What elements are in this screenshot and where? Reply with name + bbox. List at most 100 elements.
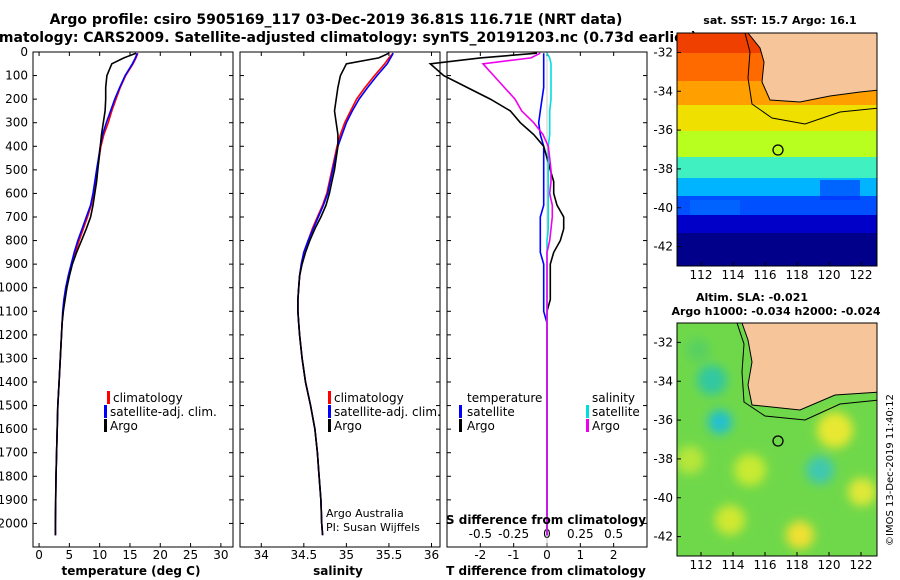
legend-swatch-s-satellite — [586, 405, 589, 418]
legend-label-t-argo: Argo — [467, 419, 495, 433]
map-lat-tick-label: -40 — [653, 201, 673, 215]
x-tick-label: 30 — [213, 548, 228, 562]
figure-title-line2: Climatology: CARS2009. Satellite-adjuste… — [0, 30, 697, 46]
temperature-panel-frame — [32, 51, 234, 548]
x-tick-label: 25 — [183, 548, 198, 562]
sst-patch — [820, 180, 860, 200]
depth-tick-label: 1100 — [0, 304, 28, 318]
x-tick-label: -1 — [508, 548, 520, 562]
series-line-argo — [297, 52, 390, 536]
map-lon-tick-label: 114 — [722, 268, 745, 282]
legend-swatch-satellite — [328, 405, 331, 418]
map-lat-tick-label: -40 — [653, 491, 673, 505]
sla-eddy — [734, 454, 766, 486]
x-tick-label: 34.5 — [290, 548, 317, 562]
x-tick-label: 15 — [122, 548, 137, 562]
map-lat-tick-label: -36 — [653, 123, 673, 137]
depth-tick-label: 1800 — [0, 469, 28, 483]
t-difference-xlabel: T difference from climatology — [446, 564, 646, 578]
salinity-legend: climatology satellite-adj. clim. Argo — [328, 391, 441, 433]
salinity-panel-frame — [239, 51, 441, 548]
sla-map-title-line2: Argo h1000: -0.034 h2000: -0.024 — [671, 305, 880, 318]
salinity-xlabel: salinity — [313, 564, 363, 578]
map-lon-tick-label: 118 — [786, 268, 809, 282]
map-lat-tick-label: -38 — [653, 452, 673, 466]
legend-label-satellite: satellite-adj. clim. — [334, 405, 441, 419]
depth-tick-label: 700 — [5, 210, 28, 224]
sla-eddy — [786, 521, 814, 549]
sst-field — [677, 33, 877, 266]
sla-eddy — [817, 412, 853, 448]
series-line-climatology — [54, 52, 139, 536]
legend-header-temperature: temperature — [467, 391, 542, 405]
depth-tick-label: 200 — [5, 92, 28, 106]
map-lat-tick-label: -32 — [653, 45, 673, 59]
s-diff-tick-label: 0.25 — [567, 527, 594, 541]
sst-patch — [690, 200, 740, 215]
x-tick-label: 0 — [35, 548, 43, 562]
depth-tick-label: 400 — [5, 139, 28, 153]
sla-depth-contour — [736, 323, 877, 421]
map-lon-tick-label: 114 — [722, 558, 745, 572]
depth-tick-label: 2000 — [0, 516, 28, 530]
map-lon-tick-label: 118 — [786, 558, 809, 572]
sla-anomalies — [677, 338, 876, 549]
map-lat-tick-label: -38 — [653, 162, 673, 176]
series-line-argo — [54, 52, 137, 536]
depth-tick-label: 1700 — [0, 446, 28, 460]
sla-eddy — [806, 456, 834, 484]
legend-swatch-s-argo — [586, 419, 589, 432]
map-lon-tick-label: 112 — [690, 268, 713, 282]
credit-line1: Argo Australia — [326, 507, 404, 520]
map-lat-tick-label: -36 — [653, 413, 673, 427]
depth-tick-label: 1500 — [0, 399, 28, 413]
map-lon-tick-label: 116 — [754, 268, 777, 282]
sla-eddy — [715, 505, 745, 535]
sla-map-frame — [676, 322, 878, 557]
map-lon-tick-label: 120 — [818, 558, 841, 572]
depth-tick-label: 600 — [5, 186, 28, 200]
depth-tick-label: 0 — [20, 45, 28, 59]
difference-legend: temperature satellite Argo salinity sate… — [459, 391, 640, 433]
depth-tick-label: 1600 — [0, 422, 28, 436]
x-tick-label: 35.5 — [376, 548, 403, 562]
depth-tick-label: 800 — [5, 234, 28, 248]
x-tick-label: 10 — [92, 548, 107, 562]
depth-tick-label: 500 — [5, 163, 28, 177]
legend-swatch-argo — [328, 419, 331, 432]
series-line-satellite-adj-clim- — [54, 52, 138, 536]
s-diff-tick-label: -0.25 — [498, 527, 529, 541]
depth-tick-label: 1000 — [0, 281, 28, 295]
map-lon-tick-label: 116 — [754, 558, 777, 572]
map-axes-layer: 112 114 116 118 120 122 -32 -34 -36 -38 -40 -42 112 1… — [653, 45, 872, 572]
series-line-temperature-satellite — [537, 53, 548, 536]
map-lat-tick-label: -42 — [653, 240, 673, 254]
depth-tick-label: 1400 — [0, 375, 28, 389]
sst-map — [676, 32, 878, 267]
sla-map-title-line1: Altim. SLA: -0.021 — [696, 291, 808, 304]
map-lat-tick-label: -34 — [653, 374, 673, 388]
legend-label-t-satellite: satellite — [467, 405, 515, 419]
legend-swatch-climatology — [107, 391, 110, 404]
legend-label-s-argo: Argo — [592, 419, 620, 433]
sla-field — [677, 323, 877, 556]
depth-tick-label: 1900 — [0, 493, 28, 507]
s-diff-tick-label: -0.5 — [469, 527, 492, 541]
depth-tick-label: 100 — [5, 69, 28, 83]
temperature-xlabel: temperature (deg C) — [62, 564, 201, 578]
sla-eddy — [677, 446, 704, 474]
legend-header-salinity: salinity — [592, 391, 635, 405]
s-diff-tick-label: 0.5 — [604, 527, 623, 541]
map-lon-tick-label: 122 — [850, 558, 873, 572]
depth-tick-label: 1300 — [0, 351, 28, 365]
legend-label-s-satellite: satellite — [592, 405, 640, 419]
legend-swatch-satellite — [104, 405, 107, 418]
sst-depth-contour — [744, 33, 877, 125]
s-difference-xlabel: S difference from climatology — [446, 513, 646, 527]
axes-layer: 0100200300400500600700800900100011001200… — [0, 45, 647, 562]
map-lat-tick-label: -42 — [653, 530, 673, 544]
data-layer — [54, 52, 565, 536]
sla-eddy — [848, 478, 876, 506]
x-tick-label: 36 — [424, 548, 439, 562]
imos-stamp: ©IMOS 13-Dec-2019 11:40:12 — [885, 394, 896, 546]
